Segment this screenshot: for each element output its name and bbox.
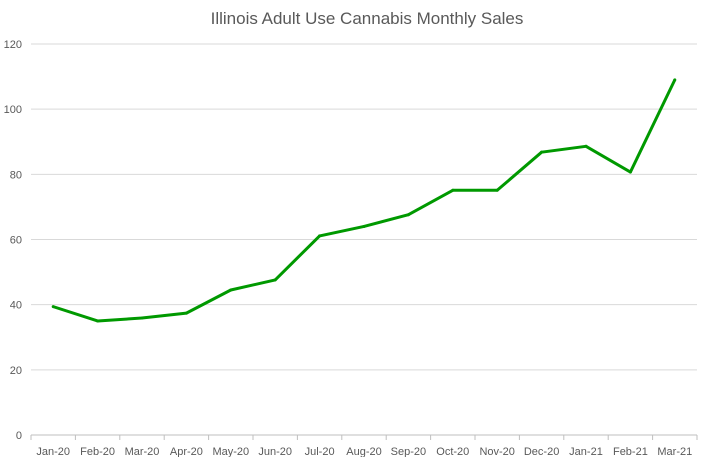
data-point	[184, 311, 188, 315]
y-tick-label: 0	[16, 430, 22, 442]
data-point	[540, 150, 544, 154]
data-point	[451, 188, 455, 192]
x-tick-label: Dec-20	[524, 446, 559, 457]
x-tick-label: Nov-20	[479, 446, 514, 457]
x-tick-label: May-20	[212, 446, 249, 457]
data-point	[495, 188, 499, 192]
data-point	[628, 170, 632, 174]
x-tick-label: Jan-20	[36, 446, 70, 457]
x-tick-label: Mar-21	[657, 446, 692, 457]
data-point	[406, 213, 410, 217]
x-tick-label: Apr-20	[170, 446, 203, 457]
x-tick-label: Jun-20	[258, 446, 292, 457]
x-tick-label: Jan-21	[569, 446, 603, 457]
x-tick-label: Feb-20	[80, 446, 115, 457]
x-tick-label: Oct-20	[436, 446, 469, 457]
y-tick-label: 80	[10, 169, 22, 181]
data-point	[51, 305, 55, 309]
data-point	[229, 288, 233, 292]
x-tick-label: Aug-20	[346, 446, 381, 457]
series-line	[52, 79, 677, 323]
x-tick-label: Jul-20	[305, 446, 335, 457]
y-tick-label: 20	[10, 365, 22, 377]
data-point	[673, 78, 677, 82]
y-tick-label: 100	[4, 104, 22, 116]
chart-title: Illinois Adult Use Cannabis Monthly Sale…	[211, 9, 524, 28]
data-point	[584, 144, 588, 148]
y-tick-label: 40	[10, 300, 22, 312]
data-point	[318, 234, 322, 238]
data-point	[140, 316, 144, 320]
x-tick-label: Feb-21	[613, 446, 648, 457]
y-tick-label: 60	[10, 235, 22, 247]
data-point	[96, 319, 100, 323]
y-tick-label: 120	[4, 39, 22, 51]
x-tick-label: Sep-20	[391, 446, 426, 457]
data-point	[273, 278, 277, 282]
x-tick-label: Mar-20	[125, 446, 160, 457]
data-point	[362, 224, 366, 228]
